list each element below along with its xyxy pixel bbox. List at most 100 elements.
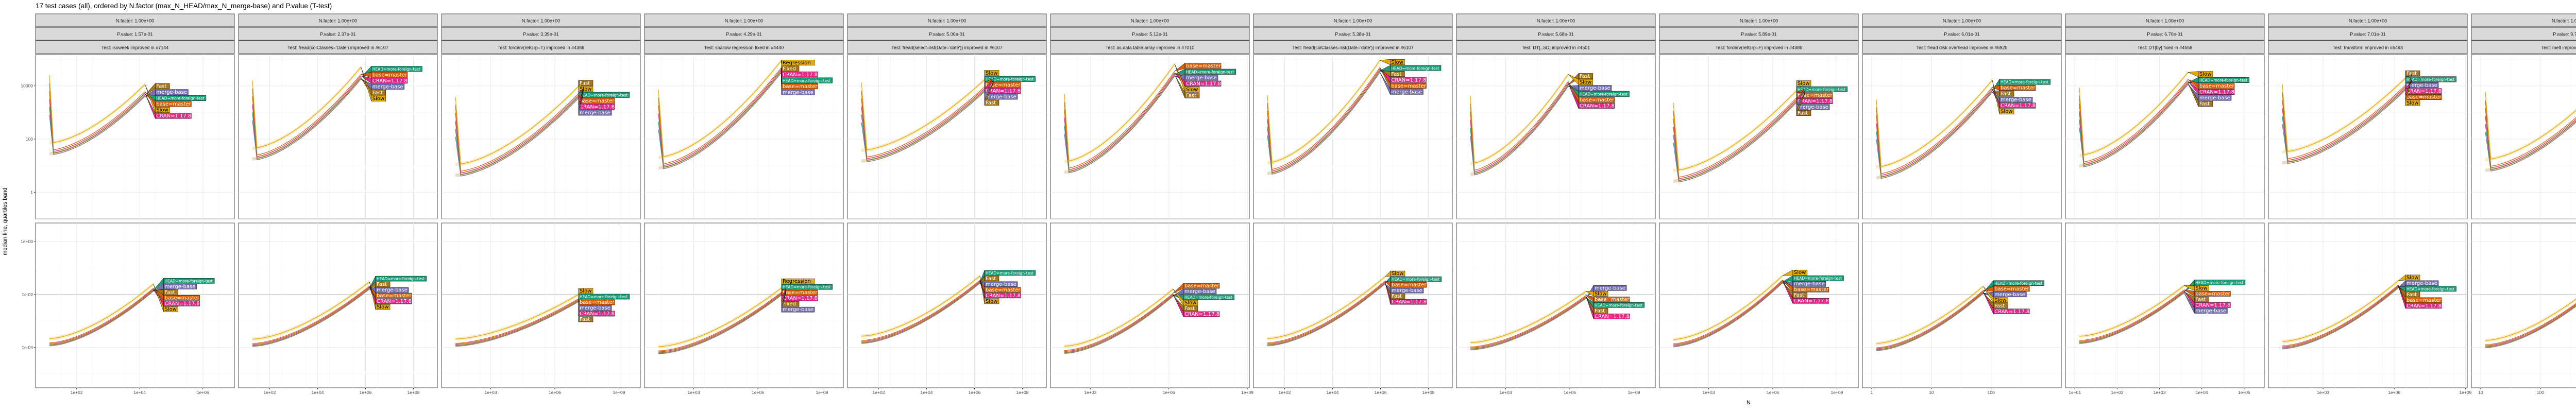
median-line bbox=[1267, 71, 1380, 174]
facet-strip-label: P.value: 5.38e-01 bbox=[1335, 32, 1370, 37]
facet-strip-label: Test: as.data.table.array improved in #7… bbox=[1106, 45, 1195, 50]
series-label-box bbox=[1183, 305, 1198, 312]
series-label: Fast bbox=[1994, 303, 2005, 309]
x-tick-label: 1e+05 bbox=[2238, 390, 2250, 395]
median-line bbox=[455, 81, 584, 165]
series-label: HEAD=more-foreign-test bbox=[156, 96, 204, 101]
x-tick-label: 1e+09 bbox=[1241, 390, 1253, 395]
x-tick-label: 1e+09 bbox=[1628, 390, 1640, 395]
series-label: HEAD=more-foreign-test bbox=[377, 277, 425, 281]
facet-strip-label: P.value: 5.68e-01 bbox=[1538, 32, 1573, 37]
series-label-box bbox=[781, 306, 815, 313]
x-tick-label: 1e+01 bbox=[2069, 390, 2081, 395]
facet-strip-label: P.value: 6.01e-01 bbox=[1944, 32, 1979, 37]
series-label: HEAD=more-foreign-test bbox=[2406, 287, 2454, 291]
series-label: Slow bbox=[377, 304, 388, 310]
series-label: CRAN=1.17.8 bbox=[377, 299, 412, 304]
series-label: merge-base bbox=[1392, 288, 1422, 294]
facet-strip-label: Test: transform improved in #5493 bbox=[2333, 45, 2403, 50]
series-label: HEAD=more-foreign-test bbox=[580, 93, 628, 98]
median-line bbox=[49, 93, 145, 152]
x-tick-label: 1e+04 bbox=[312, 390, 324, 395]
median-line bbox=[49, 75, 145, 143]
median-line bbox=[455, 300, 580, 346]
facet-strip bbox=[2471, 27, 2576, 41]
x-tick-label: 1e+02 bbox=[873, 390, 885, 395]
series-label-box bbox=[2198, 77, 2249, 83]
series-label-box bbox=[163, 295, 200, 301]
x-tick-label: 1e+02 bbox=[1279, 390, 1291, 395]
median-line bbox=[455, 299, 580, 345]
median-line bbox=[1470, 84, 1569, 174]
series-label: base=master bbox=[1580, 97, 1615, 103]
median-line bbox=[861, 282, 980, 343]
series-label-box bbox=[1593, 314, 1630, 319]
facet-strip-label: P.value: 5.00e-01 bbox=[929, 32, 964, 37]
series-label-box bbox=[1999, 79, 2050, 85]
median-line bbox=[2282, 82, 2413, 163]
series-label: HEAD=more-foreign-test bbox=[1595, 303, 1642, 307]
series-label: CRAN=1.17.8 bbox=[986, 89, 1021, 94]
median-line bbox=[1064, 63, 1175, 162]
series-label: Fast bbox=[1798, 111, 1808, 116]
facet-strip bbox=[1253, 13, 1453, 27]
facet-strip-label: Test: melt improved in #5054 bbox=[2541, 45, 2576, 50]
series-label-box bbox=[1796, 110, 1811, 116]
median-line bbox=[455, 91, 584, 176]
series-label: Regression bbox=[783, 60, 811, 66]
median-line bbox=[1470, 296, 1586, 349]
x-tick-label: 1e+03 bbox=[2154, 390, 2166, 395]
facet-strip bbox=[644, 27, 844, 41]
median-line bbox=[1470, 290, 1586, 343]
series-label: HEAD=more-foreign-test bbox=[1391, 66, 1439, 71]
series-label-box bbox=[375, 276, 427, 282]
series-label-box bbox=[1390, 299, 1427, 305]
series-label-box bbox=[155, 89, 189, 95]
x-tick-label: 1e+06 bbox=[1767, 390, 1779, 395]
median-line bbox=[1064, 294, 1174, 352]
series-label-box bbox=[163, 278, 215, 284]
facet-strip bbox=[847, 40, 1047, 54]
x-tick-label: 10 bbox=[2478, 390, 2483, 395]
series-label: Fast bbox=[580, 81, 590, 87]
series-label: Slow bbox=[2001, 109, 2012, 115]
series-label-box bbox=[1792, 281, 1826, 287]
series-label: Fast bbox=[372, 90, 383, 96]
series-label-box bbox=[1792, 298, 1829, 304]
series-label-box bbox=[1999, 84, 2036, 91]
facet-strip bbox=[1253, 40, 1453, 54]
series-label-box bbox=[1390, 89, 1423, 95]
facet-strip bbox=[2268, 13, 2468, 27]
median-line bbox=[49, 290, 154, 346]
facet-strip bbox=[2268, 27, 2468, 41]
series-label-box bbox=[578, 92, 630, 98]
series-label: HEAD=more-foreign-test bbox=[986, 271, 1033, 276]
median-line bbox=[49, 96, 145, 155]
series-label: merge-base bbox=[1186, 75, 1217, 81]
x-tick-label: 1e+03 bbox=[1703, 390, 1715, 395]
median-line bbox=[658, 291, 786, 354]
median-line bbox=[455, 298, 580, 344]
series-label-box bbox=[2405, 303, 2442, 309]
median-line bbox=[1064, 296, 1174, 354]
series-label: base=master bbox=[2199, 83, 2234, 89]
series-label: Fast bbox=[2001, 91, 2011, 97]
series-label: CRAN=1.17.8 bbox=[986, 293, 1021, 299]
series-label: Fast bbox=[1392, 294, 1402, 299]
median-line bbox=[1876, 293, 1984, 351]
series-label-box bbox=[578, 80, 594, 86]
series-label-box bbox=[984, 298, 999, 304]
series-label: merge-base bbox=[156, 90, 187, 95]
series-label-box bbox=[984, 287, 1021, 293]
series-label-box bbox=[1993, 297, 2008, 303]
facet-strip-label: N.factor: 1.00e+00 bbox=[1537, 19, 1575, 24]
panel-background bbox=[1659, 222, 1859, 388]
series-label-box bbox=[375, 287, 409, 293]
median-line bbox=[2485, 299, 2576, 341]
median-line bbox=[1673, 93, 1805, 183]
series-label: base=master bbox=[1186, 63, 1221, 69]
facet-strip bbox=[1456, 40, 1656, 54]
facet-strip-label: Test: DT[,.SD] improved in #4501 bbox=[1522, 45, 1590, 50]
series-label: merge-base bbox=[783, 307, 814, 313]
series-label-box bbox=[1593, 302, 1645, 308]
